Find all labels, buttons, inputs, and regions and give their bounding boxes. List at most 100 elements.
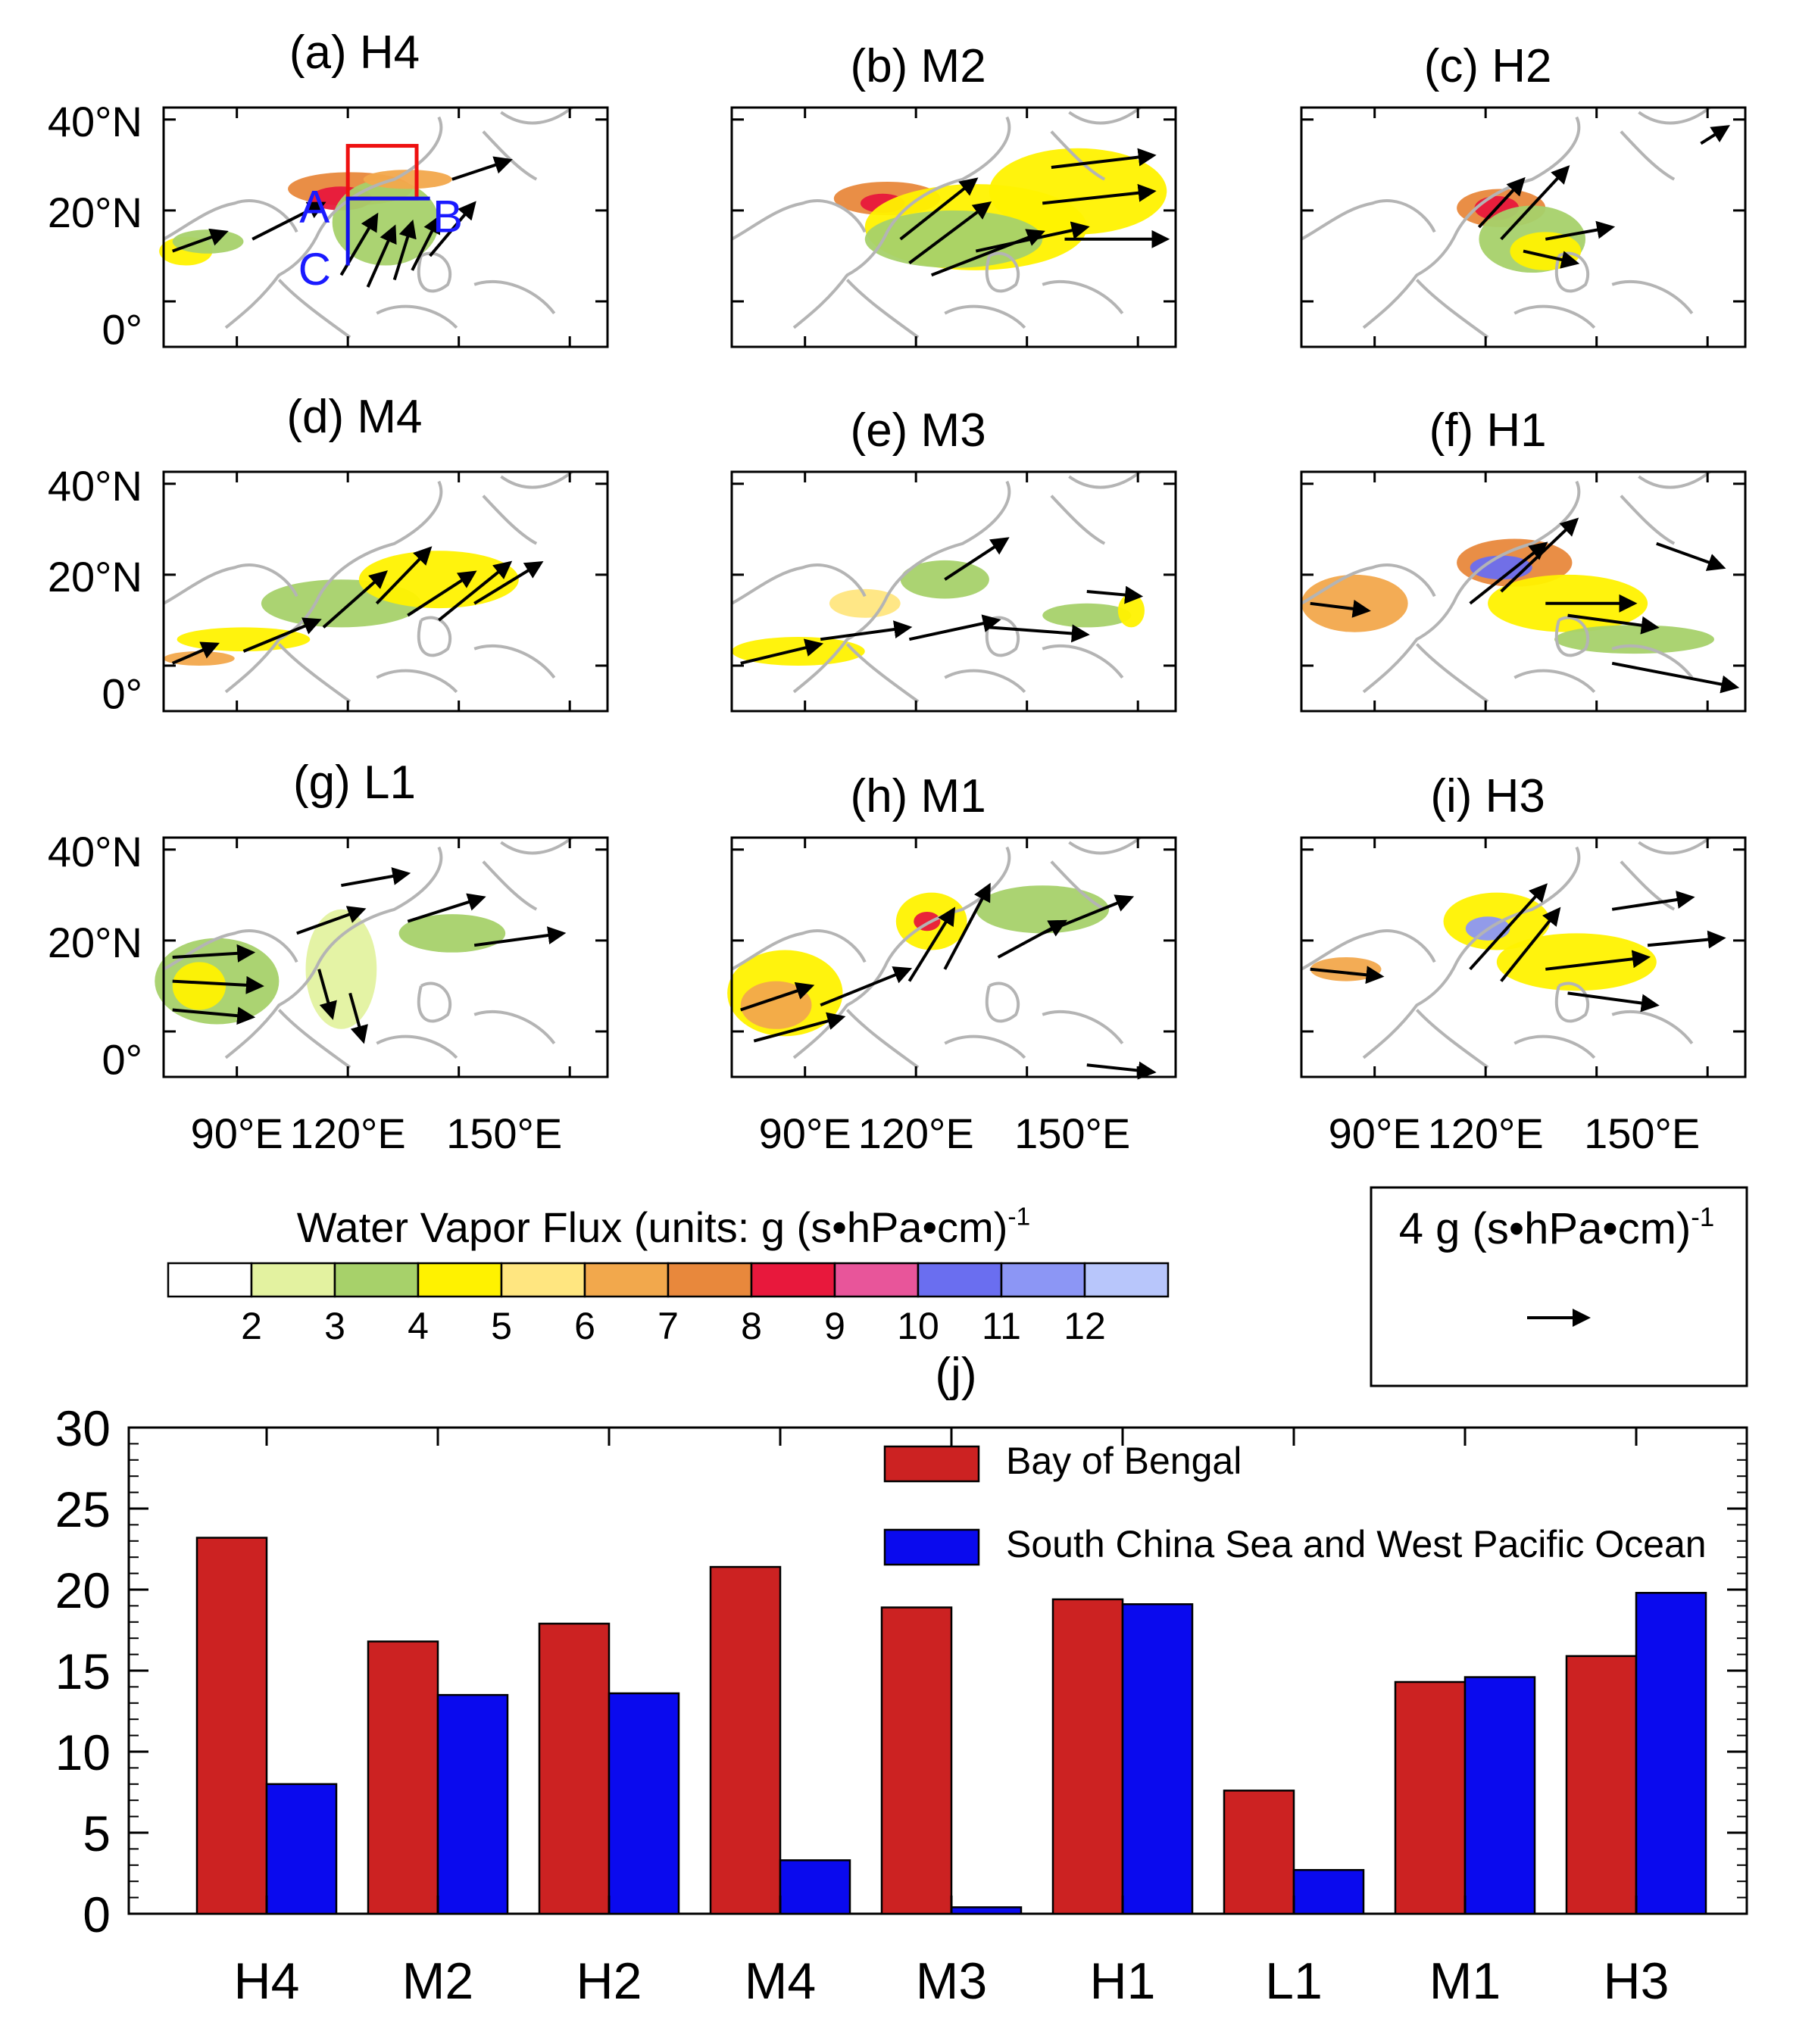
flux-patch <box>1117 594 1145 628</box>
reference-vector-box: 4 g (s•hPa•cm)-1 <box>1370 1186 1748 1387</box>
flux-vector <box>1500 517 1579 593</box>
map-frame <box>162 836 609 1078</box>
panel-title: (f) H1 <box>1429 404 1547 457</box>
lon-tick-label: 150°E <box>446 1109 562 1157</box>
panel-title: (i) H3 <box>1430 770 1545 822</box>
colorbar-cell <box>1083 1262 1170 1298</box>
flux-patch <box>363 170 452 189</box>
flux-vector <box>907 907 956 982</box>
bar <box>1463 1676 1536 1915</box>
x-tick-label: H4 <box>234 1952 300 2010</box>
bar <box>779 1859 851 1915</box>
lat-tick-label: 20°N <box>48 919 142 966</box>
flux-vector <box>1310 599 1371 618</box>
flux-vector <box>407 893 486 923</box>
flux-patch <box>305 909 377 1029</box>
y-tick-label: 5 <box>83 1805 111 1861</box>
flux-patch <box>1496 933 1657 991</box>
y-tick-label: 20 <box>55 1562 111 1618</box>
flux-vector <box>341 867 411 888</box>
map-panel: (c) H2 <box>1300 40 1747 348</box>
flux-vector <box>1477 176 1526 229</box>
coastline <box>163 470 573 704</box>
flux-vector <box>242 617 322 653</box>
lat-tick-label: 0° <box>102 1036 142 1084</box>
colorbar-cell <box>500 1262 586 1298</box>
flux-patch <box>1042 603 1132 628</box>
x-tick-label: H3 <box>1604 1952 1670 2010</box>
region-label-b: B <box>433 191 463 242</box>
flux-vector <box>975 221 1090 253</box>
colorbar-label: 2 <box>241 1305 262 1347</box>
flux-vector <box>1086 1061 1157 1080</box>
map-frame <box>162 106 609 348</box>
flux-vector <box>392 219 417 281</box>
flux-vector <box>251 201 326 241</box>
flux-vector <box>172 1006 256 1025</box>
bar <box>1223 1790 1295 1915</box>
flux-vector <box>820 966 913 1007</box>
legend-label: Bay of Bengal <box>1006 1440 1242 1482</box>
flux-vector <box>407 570 477 617</box>
lat-tick-label: 0° <box>102 670 142 718</box>
bar-chart-title: (j) <box>935 1349 976 1401</box>
legend-swatch <box>883 1528 980 1566</box>
x-tick-label: M2 <box>402 1952 473 2010</box>
lon-tick-label: 90°E <box>759 1109 851 1157</box>
flux-vector <box>171 641 220 665</box>
lat-tick-label: 20°N <box>48 189 142 236</box>
map-panel: (g) L1 40°N 20°N 0° 90°E 120°E 150°E <box>48 757 609 1157</box>
region-label-c: C <box>298 244 331 295</box>
flux-vector <box>1500 165 1570 241</box>
reference-vector-label: 4 g (s•hPa•cm)-1 <box>1399 1203 1714 1253</box>
map-frame <box>730 836 1177 1078</box>
flux-vector <box>740 638 824 665</box>
coastline <box>163 836 573 1069</box>
colorbar-label: 8 <box>741 1305 762 1347</box>
flux-vector <box>944 537 1010 581</box>
bar <box>1292 1868 1365 1915</box>
flux-vector <box>411 214 441 271</box>
panel-title: (e) M3 <box>851 404 986 457</box>
flux-vector <box>375 546 433 605</box>
bar-chart: (j) 0 5 10 15 20 25 30 H4 M2 H2 M4 M3 H1 L1 M1 H3 Bay of … <box>55 1349 1748 2010</box>
coastline <box>1301 836 1711 1069</box>
flux-vector <box>1545 950 1651 971</box>
map-panel: (h) M1 90°E 120°E 150°E <box>727 770 1177 1157</box>
y-tick-label: 30 <box>55 1400 111 1456</box>
flux-vector <box>820 620 913 641</box>
flux-patch <box>1554 625 1714 654</box>
y-tick-label: 0 <box>83 1886 111 1943</box>
map-frame <box>730 470 1177 713</box>
colorbar-cell <box>667 1262 753 1298</box>
bar <box>195 1537 268 1915</box>
flux-vector <box>296 906 367 935</box>
flux-patch <box>1470 555 1532 580</box>
flux-vector <box>1545 220 1616 241</box>
flux-vector <box>1647 930 1726 949</box>
lat-tick-label: 20°N <box>48 553 142 601</box>
flux-patch <box>976 885 1110 934</box>
panel-title: (d) M4 <box>286 391 422 443</box>
colorbar-cell <box>917 1262 1003 1298</box>
map-panel: (i) H3 90°E 120°E 150°E <box>1300 770 1747 1157</box>
flux-vector <box>1042 183 1157 205</box>
y-tick-label: 15 <box>55 1643 111 1699</box>
bar <box>1121 1603 1194 1915</box>
map-panels: (a) H4 40°N 20°N 0° A B C (b) M2 (c) H2 (d) M4 40°… <box>48 27 1747 1157</box>
coastline <box>1301 106 1711 339</box>
map-panel: (a) H4 40°N 20°N 0° A B C <box>48 27 609 354</box>
colorbar-label: 4 <box>408 1305 429 1347</box>
colorbar-label: 12 <box>1064 1305 1106 1347</box>
colorbar-cell <box>167 1262 253 1298</box>
coastline <box>731 470 1142 704</box>
colorbar-label: 11 <box>982 1305 1021 1347</box>
x-tick-label: M3 <box>916 1952 987 2010</box>
bar <box>1394 1680 1467 1915</box>
flux-vector <box>753 1012 846 1043</box>
flux-vector <box>1611 891 1695 911</box>
lat-tick-label: 0° <box>102 306 142 354</box>
flux-vector <box>429 201 476 257</box>
bar <box>950 1906 1023 1915</box>
